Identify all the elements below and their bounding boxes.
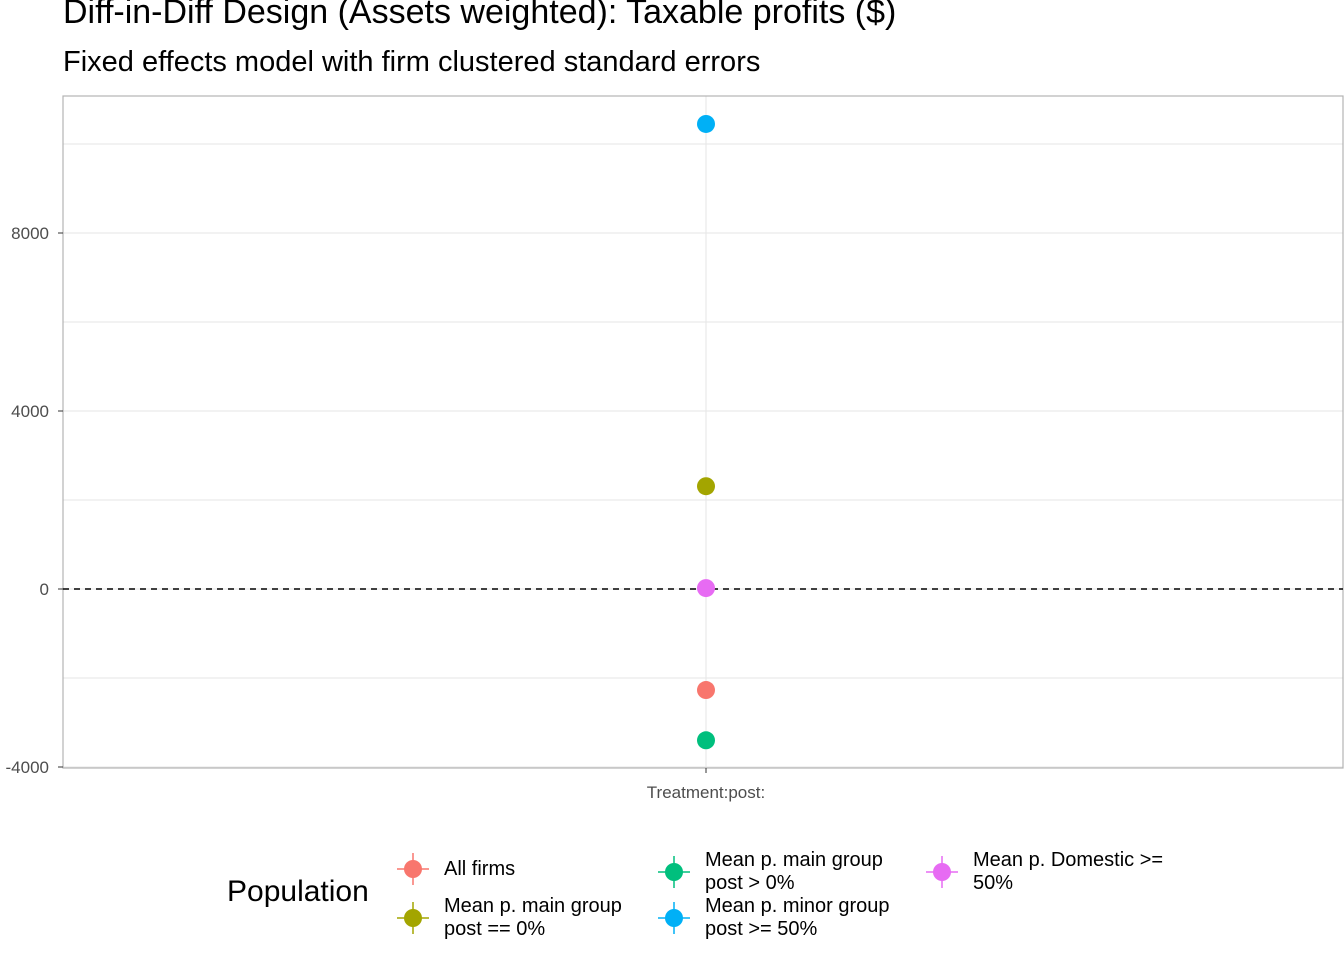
legend-title: Population <box>227 875 369 908</box>
legend-label: Mean p. minor group post >= 50% <box>705 895 890 940</box>
legend-label: Mean p. Domestic >= 50% <box>973 849 1164 894</box>
legend-label: Mean p. main group post == 0% <box>444 895 622 940</box>
x-tick-label: Treatment:post: <box>647 783 765 802</box>
data-point <box>697 579 715 598</box>
legend-key-icon <box>393 898 433 938</box>
legend-label: Mean p. main group post > 0% <box>705 849 883 894</box>
legend-key-icon <box>922 852 962 892</box>
y-tick-label: -4000 <box>6 758 49 777</box>
panel-border <box>62 95 1344 769</box>
legend-item: All firms <box>393 849 515 889</box>
y-tick-label: 4000 <box>11 402 49 421</box>
data-point <box>697 477 715 496</box>
chart-subtitle: Fixed effects model with firm clustered … <box>63 46 761 78</box>
data-point <box>697 731 715 750</box>
y-tick-label: 0 <box>40 580 49 599</box>
legend-item: Mean p. minor group post >= 50% <box>654 895 890 941</box>
legend-label: All firms <box>444 857 516 880</box>
legend-item: Mean p. Domestic >= 50% <box>922 849 1163 895</box>
data-point <box>697 681 715 700</box>
legend-key-icon <box>393 849 433 889</box>
y-tick-label: 8000 <box>11 224 49 243</box>
legend-item: Mean p. main group post == 0% <box>393 895 622 941</box>
chart-title: Diff-in-Diff Design (Assets weighted): T… <box>63 0 897 31</box>
data-point <box>697 114 715 133</box>
legend-item: Mean p. main group post > 0% <box>654 849 883 895</box>
legend-key-icon <box>654 852 694 892</box>
legend-key-icon <box>654 898 694 938</box>
